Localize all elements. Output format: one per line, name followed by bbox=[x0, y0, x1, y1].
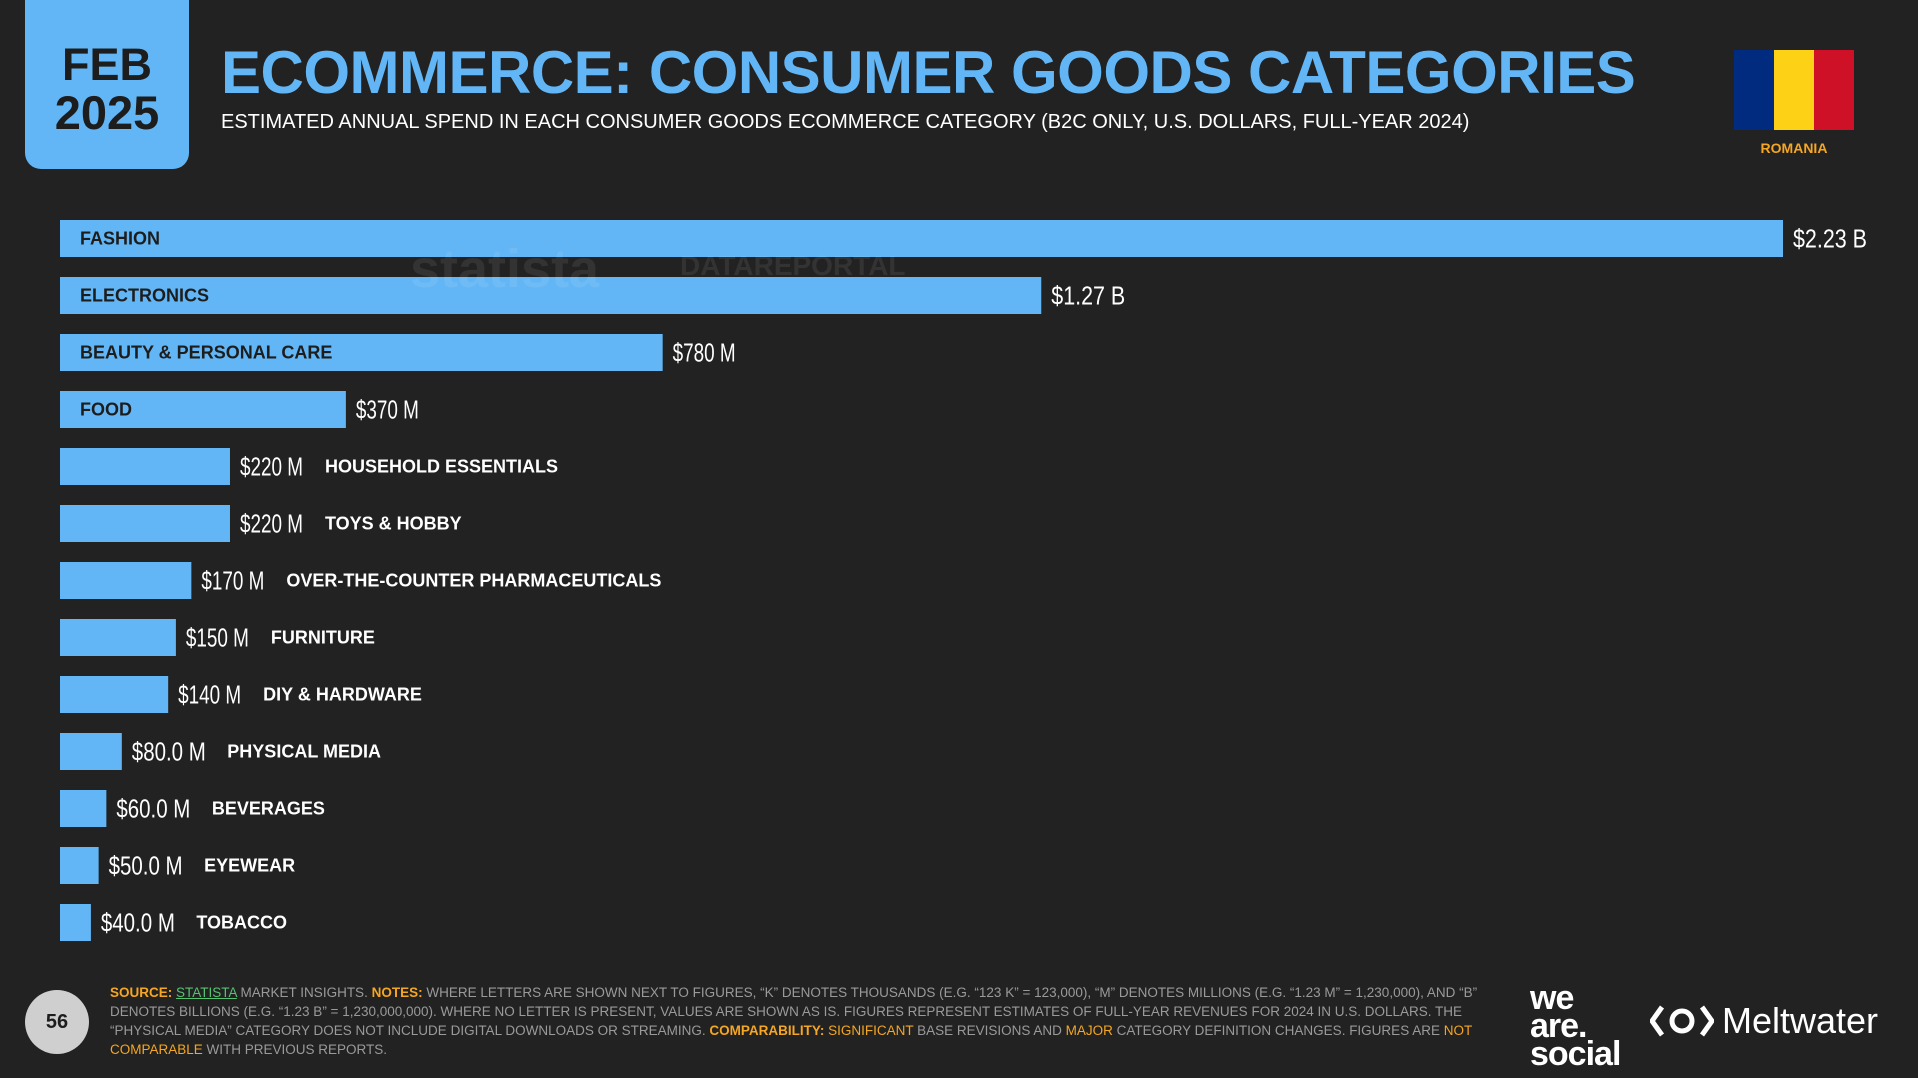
bar-6 bbox=[60, 562, 192, 599]
date-badge: FEB 2025 bbox=[25, 0, 189, 169]
category-label-8: DIY & HARDWARE bbox=[263, 685, 422, 705]
category-label-2: BEAUTY & PERSONAL CARE bbox=[80, 343, 332, 363]
value-label-8: $140 M bbox=[178, 680, 241, 710]
comparability-major: MAJOR bbox=[1065, 1023, 1113, 1038]
comparability-text-2: CATEGORY DEFINITION CHANGES. FIGURES ARE bbox=[1112, 1023, 1444, 1038]
date-year: 2025 bbox=[54, 85, 160, 139]
value-label-11: $50.0 M bbox=[109, 851, 183, 881]
value-label-12: $40.0 M bbox=[101, 908, 175, 938]
value-label-2: $780 M bbox=[673, 338, 736, 368]
value-label-7: $150 M bbox=[186, 623, 249, 653]
logo-line-social: social bbox=[1530, 1035, 1621, 1073]
category-label-3: FOOD bbox=[80, 400, 132, 420]
value-label-3: $370 M bbox=[356, 395, 419, 425]
category-label-10: BEVERAGES bbox=[212, 799, 325, 819]
value-label-10: $60.0 M bbox=[116, 794, 190, 824]
bar-chart: $2.23 B FASHION $1.27 B ELECTRONICS $780 M BE… bbox=[60, 220, 1867, 941]
country-label: ROMANIA bbox=[1760, 140, 1828, 156]
bar-1 bbox=[60, 277, 1042, 314]
meltwater-logo: Meltwater bbox=[1650, 1000, 1878, 1042]
comparability-not-comparable: NOT COMPARABLE bbox=[110, 1023, 1472, 1057]
comparability-text-1: BASE REVISIONS AND bbox=[913, 1023, 1066, 1038]
value-label-6: $170 M bbox=[201, 566, 264, 596]
page-subtitle: ESTIMATED ANNUAL SPEND IN EACH CONSUMER … bbox=[221, 111, 1470, 133]
value-label-4: $220 M bbox=[240, 452, 303, 482]
category-label-7: FURNITURE bbox=[271, 628, 375, 648]
category-label-9: PHYSICAL MEDIA bbox=[227, 742, 381, 762]
category-label-12: TOBACCO bbox=[196, 913, 287, 933]
notes-text: WHERE LETTERS ARE SHOWN NEXT TO FIGURES,… bbox=[110, 985, 1478, 1038]
bar-4 bbox=[60, 448, 230, 485]
date-month: FEB bbox=[62, 38, 152, 90]
bar-3 bbox=[60, 391, 346, 428]
footer-notes: SOURCE: STATISTA MARKET INSIGHTS. NOTES:… bbox=[110, 983, 1500, 1059]
meltwater-wordmark: Meltwater bbox=[1722, 1000, 1879, 1041]
page-number: 56 bbox=[25, 990, 89, 1054]
page-title: ECOMMERCE: CONSUMER GOODS CATEGORIES bbox=[221, 39, 1636, 106]
logo-line-we: we bbox=[1530, 979, 1574, 1017]
meltwater-mark-icon bbox=[1650, 1005, 1714, 1037]
bar-10 bbox=[60, 790, 107, 827]
source-text: MARKET INSIGHTS. bbox=[236, 985, 372, 1000]
datareportal-watermark: DATAREPORTAL bbox=[680, 250, 906, 281]
comparability-label: COMPARABILITY: bbox=[709, 1023, 825, 1038]
bar-9 bbox=[60, 733, 122, 770]
category-label-5: TOYS & HOBBY bbox=[325, 514, 462, 534]
value-label-9: $80.0 M bbox=[132, 737, 206, 767]
category-label-4: HOUSEHOLD ESSENTIALS bbox=[325, 457, 558, 477]
bar-7 bbox=[60, 619, 176, 656]
value-label-0: $2.23 B bbox=[1793, 224, 1867, 254]
category-label-1: ELECTRONICS bbox=[80, 286, 209, 306]
source-link[interactable]: STATISTA bbox=[176, 985, 237, 1000]
category-label-6: OVER-THE-COUNTER PHARMACEUTICALS bbox=[286, 571, 661, 591]
bar-0 bbox=[60, 220, 1783, 257]
category-label-0: FASHION bbox=[80, 229, 160, 249]
comparability-significant: SIGNIFICANT bbox=[824, 1023, 914, 1038]
source-label: SOURCE: bbox=[110, 985, 173, 1000]
value-label-1: $1.27 B bbox=[1051, 281, 1125, 311]
comparability-text-3: WITH PREVIOUS REPORTS. bbox=[202, 1042, 388, 1057]
bar-2 bbox=[60, 334, 663, 371]
we-are-social-logo: we are. social bbox=[1530, 979, 1621, 1073]
notes-label: NOTES: bbox=[371, 985, 423, 1000]
bar-12 bbox=[60, 904, 91, 941]
statista-watermark: statista bbox=[410, 239, 600, 299]
bar-5 bbox=[60, 505, 230, 542]
category-label-11: EYEWEAR bbox=[204, 856, 295, 876]
value-label-5: $220 M bbox=[240, 509, 303, 539]
bar-8 bbox=[60, 676, 169, 713]
romania-flag-icon bbox=[1734, 50, 1854, 130]
logo-line-are: are. bbox=[1530, 1007, 1588, 1045]
bar-11 bbox=[60, 847, 99, 884]
